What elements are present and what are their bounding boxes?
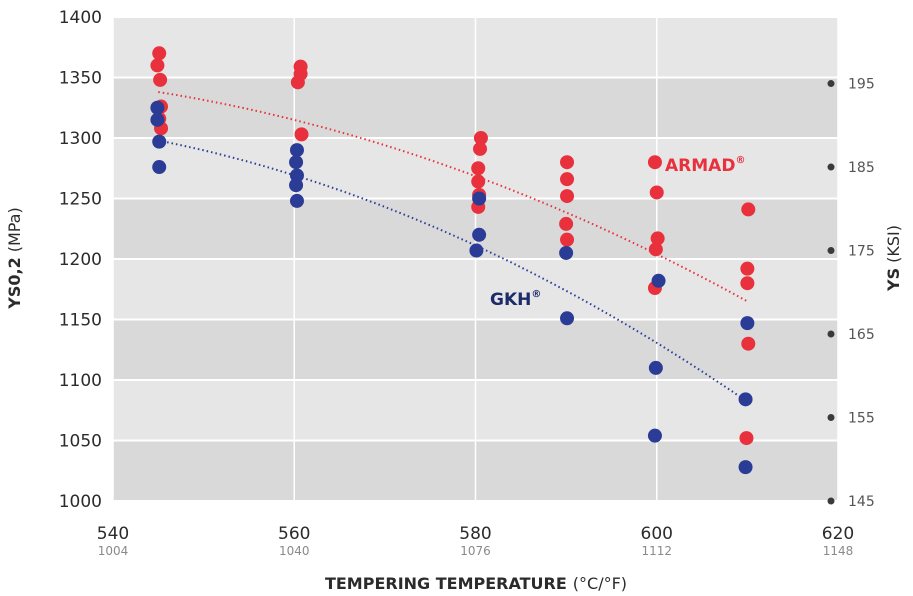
point-armad	[647, 155, 662, 170]
point-armad	[150, 58, 165, 73]
trend-line-gkh	[158, 139, 748, 403]
x-tick-label-fahrenheit: 1112	[641, 544, 672, 558]
point-gkh	[651, 273, 666, 288]
point-gkh	[647, 428, 662, 443]
y-axis-ticks: 1000 1050 1100 1150 1200 1250 1300 1350 1400	[59, 8, 102, 512]
point-gkh	[289, 193, 304, 208]
point-armad	[152, 46, 167, 61]
x-tick-label: 580	[459, 524, 491, 544]
point-armad	[290, 75, 305, 90]
y-tick-label: 1200	[59, 250, 102, 270]
y2-tick-label: 165	[848, 327, 875, 343]
point-armad	[153, 72, 168, 87]
y2-tick-dot	[827, 247, 835, 255]
point-gkh	[289, 178, 304, 193]
y2-tick-dot	[827, 80, 835, 88]
y-tick-label: 1250	[59, 190, 102, 210]
point-armad	[560, 189, 575, 204]
point-gkh	[472, 227, 487, 242]
point-armad	[739, 431, 754, 446]
x-tick-label: 600	[641, 524, 673, 544]
secondary-y-axis-ticks: 145 155 165 175 185 195	[827, 77, 875, 510]
point-gkh	[150, 100, 165, 115]
x-tick-label: 560	[278, 524, 310, 544]
point-armad	[560, 172, 575, 187]
y2-tick-label: 175	[848, 244, 875, 260]
x-tick-label-fahrenheit: 1040	[279, 544, 310, 558]
point-armad	[473, 141, 488, 156]
point-armad	[471, 174, 486, 189]
point-armad	[740, 261, 755, 276]
point-armad	[648, 242, 663, 257]
point-gkh	[152, 160, 167, 175]
y2-tick-label: 145	[848, 494, 875, 510]
point-armad	[650, 231, 665, 246]
x-tick-label: 620	[822, 524, 854, 544]
x-tick-label-fahrenheit: 1148	[823, 544, 854, 558]
y-tick-label: 1150	[59, 311, 102, 331]
y2-tick-dot	[827, 163, 835, 171]
point-armad	[560, 155, 575, 170]
point-gkh	[472, 191, 487, 206]
y2-tick-label: 185	[848, 160, 875, 176]
point-armad	[473, 131, 488, 145]
point-armad	[471, 161, 486, 176]
point-gkh	[469, 243, 484, 258]
y-tick-label: 1000	[59, 492, 102, 512]
point-gkh	[560, 311, 575, 326]
point-armad	[741, 202, 756, 217]
y2-tick-dot	[827, 414, 835, 422]
point-gkh	[150, 112, 165, 127]
point-gkh	[738, 460, 753, 475]
point-gkh	[289, 155, 304, 170]
y-tick-label: 1350	[59, 69, 102, 89]
x-tick-label-fahrenheit: 1004	[98, 544, 129, 558]
point-armad	[649, 185, 664, 200]
point-armad	[294, 127, 309, 142]
x-tick-label-fahrenheit: 1076	[460, 544, 491, 558]
point-gkh	[648, 360, 663, 375]
point-gkh	[738, 392, 753, 407]
y2-tick-label: 195	[848, 77, 875, 93]
y2-axis-title: YS(KSI)	[884, 225, 903, 292]
point-armad	[560, 232, 575, 247]
y2-tick-dot	[827, 330, 835, 338]
y-tick-label: 1400	[59, 8, 102, 28]
y-tick-label: 1050	[59, 432, 102, 452]
point-gkh	[559, 245, 574, 260]
gkh-label: GKH®	[490, 289, 541, 310]
data-points	[150, 46, 756, 475]
y-axis-title: YS0,2(MPa)	[5, 207, 24, 309]
point-gkh	[740, 316, 755, 331]
x-axis-title: TEMPERING TEMPERATURE (°C/°F)	[325, 574, 627, 593]
y2-tick-label: 155	[848, 411, 875, 427]
point-armad	[741, 336, 756, 351]
point-gkh	[289, 143, 304, 158]
y2-tick-dot	[827, 497, 835, 505]
point-armad	[559, 216, 574, 231]
point-gkh	[152, 134, 167, 149]
y-tick-label: 1300	[59, 129, 102, 149]
point-armad	[740, 276, 755, 291]
y-tick-label: 1100	[59, 371, 102, 391]
x-tick-label: 540	[97, 524, 129, 544]
armad-label: ARMAD®	[665, 155, 745, 176]
